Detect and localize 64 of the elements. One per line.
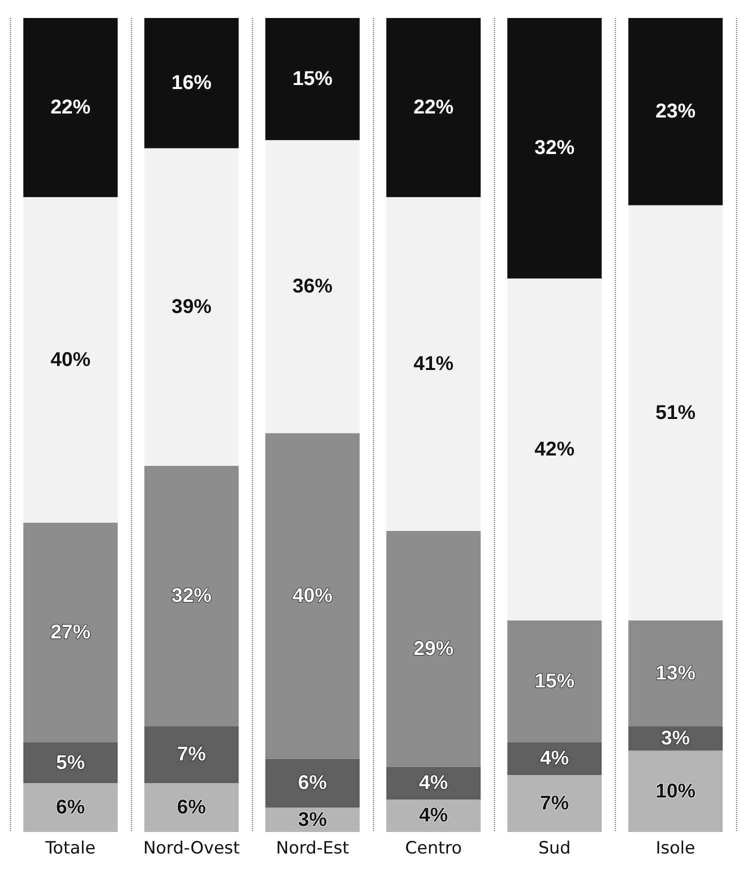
bar	[628, 18, 723, 206]
data-label: 15%	[292, 68, 333, 90]
data-label: 27%	[50, 622, 91, 644]
data-label: 32%	[171, 584, 212, 607]
data-label: 6%	[177, 796, 206, 819]
data-label: 13%	[655, 662, 696, 684]
data-label: 5%	[56, 752, 86, 774]
bar	[265, 18, 360, 140]
x-tick-label: Nord-Ovest	[143, 838, 240, 858]
bar	[507, 620, 602, 742]
data-label: 40%	[50, 348, 91, 371]
x-tick-label: Nord-Est	[276, 838, 350, 858]
data-label: 3%	[661, 727, 690, 750]
bar	[144, 726, 239, 784]
bar	[507, 18, 602, 278]
data-label: 15%	[534, 670, 575, 692]
data-label: 36%	[292, 276, 333, 298]
bar	[386, 530, 481, 767]
data-label: 32%	[534, 137, 575, 160]
bar	[144, 148, 239, 466]
data-label: 40%	[292, 584, 333, 607]
x-tick-label: Centro	[405, 838, 462, 858]
bar	[23, 197, 118, 523]
data-label: 10%	[655, 780, 696, 802]
x-tick-label: Sud	[538, 838, 571, 858]
bar	[507, 742, 602, 776]
data-label: 39%	[171, 296, 212, 318]
bar	[386, 18, 481, 198]
data-label: 29%	[413, 638, 454, 660]
bar	[628, 620, 723, 726]
data-label: 7%	[540, 792, 570, 815]
bar	[23, 18, 118, 198]
bar	[144, 18, 239, 148]
data-label: 4%	[419, 804, 448, 827]
bar	[265, 140, 360, 434]
bar	[628, 750, 723, 832]
data-label: 4%	[419, 772, 448, 794]
data-label: 7%	[177, 744, 206, 766]
data-label: 22%	[50, 96, 91, 119]
x-tick-label: Totale	[44, 838, 96, 858]
bar	[628, 205, 723, 620]
data-label: 51%	[655, 402, 696, 424]
bar	[144, 466, 239, 726]
data-label: 16%	[171, 72, 212, 94]
data-label: 3%	[298, 808, 328, 831]
bar	[507, 775, 602, 832]
data-label: 4%	[540, 748, 570, 770]
bar	[144, 783, 239, 832]
bar	[386, 799, 481, 832]
bar	[23, 783, 118, 832]
bar	[507, 278, 602, 620]
bar	[265, 758, 360, 808]
data-label: 42%	[534, 438, 575, 460]
x-tick-label: Isole	[656, 838, 696, 858]
bar	[386, 197, 481, 531]
bar	[265, 433, 360, 759]
bar	[386, 766, 481, 800]
data-label: 6%	[56, 796, 86, 819]
bar	[23, 742, 118, 784]
data-label: 41%	[413, 352, 454, 375]
data-label: 22%	[413, 96, 454, 119]
data-label: 6%	[298, 772, 328, 794]
data-label: 23%	[655, 100, 696, 123]
bar	[23, 522, 118, 742]
